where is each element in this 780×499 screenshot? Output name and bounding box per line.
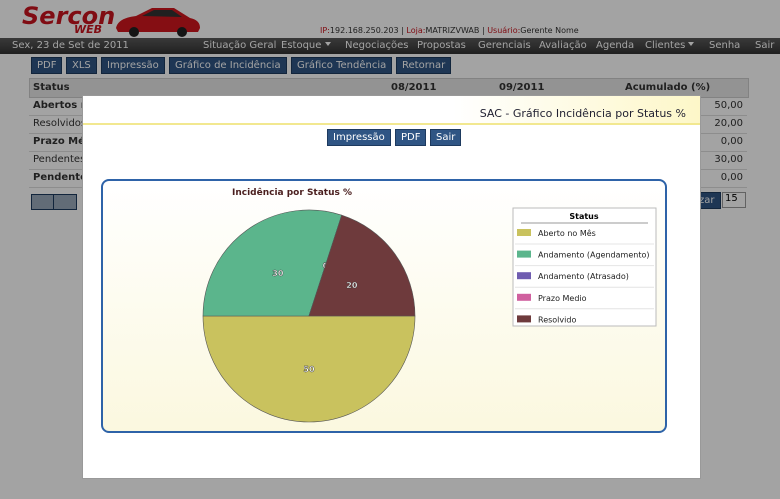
menu-item[interactable]: Agenda [596, 40, 635, 51]
legend-label: Andamento (Atrasado) [538, 272, 629, 281]
row-label: Prazo Médi [33, 136, 96, 147]
menu-item[interactable]: Negociações [345, 40, 409, 51]
menu-bar: Sex, 23 de Set de 2011 Situação Geral Est… [0, 38, 780, 54]
menu-item[interactable]: Sair [755, 40, 775, 51]
toolbar-button[interactable]: XLS [66, 57, 97, 74]
chart-box: Incidência por Status % 50300020StatusAb… [101, 179, 667, 433]
logo-sub: WEB [74, 23, 103, 36]
usuario-label: Usuário: [487, 26, 521, 35]
menu-arrow [325, 42, 331, 49]
legend-swatch [517, 229, 531, 236]
legend-swatch [517, 272, 531, 280]
usuario: Gerente Nome [520, 26, 579, 35]
pager-prev[interactable] [53, 194, 77, 210]
legend-title: Status [569, 212, 599, 221]
pie-slice [202, 315, 416, 423]
legend-label: Prazo Medio [538, 294, 587, 303]
table-header-cell: Status [33, 82, 70, 93]
separator: | [401, 26, 404, 35]
legend-swatch [517, 315, 531, 323]
pie-slice [308, 214, 416, 317]
toolbar-button[interactable]: Gráfico Tendência [291, 57, 393, 74]
menu-item[interactable]: Senha [709, 40, 741, 51]
row-value: 30,00 [714, 154, 743, 165]
loja-label: Loja: [406, 26, 426, 35]
modal-button[interactable]: PDF [395, 129, 427, 146]
modal-titlebar: SAC - Gráfico Incidência por Status % [83, 96, 700, 125]
row-value: 50,00 [714, 100, 743, 111]
slice-label: 30 [272, 269, 284, 278]
legend-label: Resolvido [538, 315, 576, 324]
ip-label: IP: [320, 26, 330, 35]
legend-label: Aberto no Mês [538, 228, 596, 238]
chart-title: Incidência por Status % [232, 187, 352, 198]
slice-label: 50 [303, 365, 315, 374]
menu-item[interactable]: Propostas [417, 40, 466, 51]
separator: | [481, 26, 485, 35]
slice-label: 20 [346, 281, 358, 290]
row-value: 0,00 [720, 136, 743, 147]
menu-item[interactable]: Avaliação [539, 40, 587, 51]
menu-arrow [688, 42, 694, 49]
table-header-cell: 09/2011 [499, 82, 545, 93]
row-label: Pendentes [33, 154, 86, 165]
table-header-cell: Acumulado (%) [625, 82, 711, 93]
legend-swatch [517, 293, 531, 301]
toolbar-button[interactable]: Gráfico de Incidência [169, 57, 287, 74]
modal-button[interactable]: Sair [430, 129, 462, 146]
toolbar-button[interactable]: PDF [31, 57, 63, 74]
logo: Sercon [22, 2, 116, 30]
legend-swatch [517, 250, 531, 258]
car-icon [116, 8, 200, 37]
row-label: Abertos no [33, 100, 95, 111]
modal-title: SAC - Gráfico Incidência por Status % [479, 107, 686, 120]
chart: Incidência por Status % 50300020StatusAb… [202, 187, 657, 423]
page-size[interactable]: 15 [722, 192, 746, 208]
row-value: 20,00 [714, 118, 743, 129]
modal: SAC - Gráfico Incidência por Status % Im… [82, 95, 701, 479]
menu-item[interactable]: Gerenciais [478, 40, 531, 51]
toolbar-button[interactable]: Impressão [101, 57, 165, 74]
menu-item[interactable]: Situação Geral [203, 40, 277, 51]
ip: 192.168.250.203 [329, 26, 399, 35]
session-info: IP:192.168.250.203 | Loja:MATRIZVWAB | U… [320, 26, 579, 35]
row-label: Pendentes [33, 172, 93, 183]
pie-slice [202, 209, 343, 317]
row-label: Resolvidos [33, 118, 87, 129]
toolbar-button[interactable]: Retornar [396, 57, 452, 74]
table-header-cell: 08/2011 [391, 82, 437, 93]
row-value: 0,00 [720, 172, 743, 183]
loja: MATRIZVWAB [425, 26, 480, 35]
date: Sex, 23 de Set de 2011 [12, 40, 129, 51]
menu-item[interactable]: Clientes [645, 40, 686, 51]
header: Sercon WEB IP:192.168.250.203 | Loja:MAT… [0, 0, 780, 38]
modal-button[interactable]: Impressão [327, 129, 391, 146]
menu-item[interactable]: Estoque [281, 40, 322, 51]
legend-box [512, 207, 657, 327]
legend-label: Andamento (Agendamento) [538, 251, 649, 260]
